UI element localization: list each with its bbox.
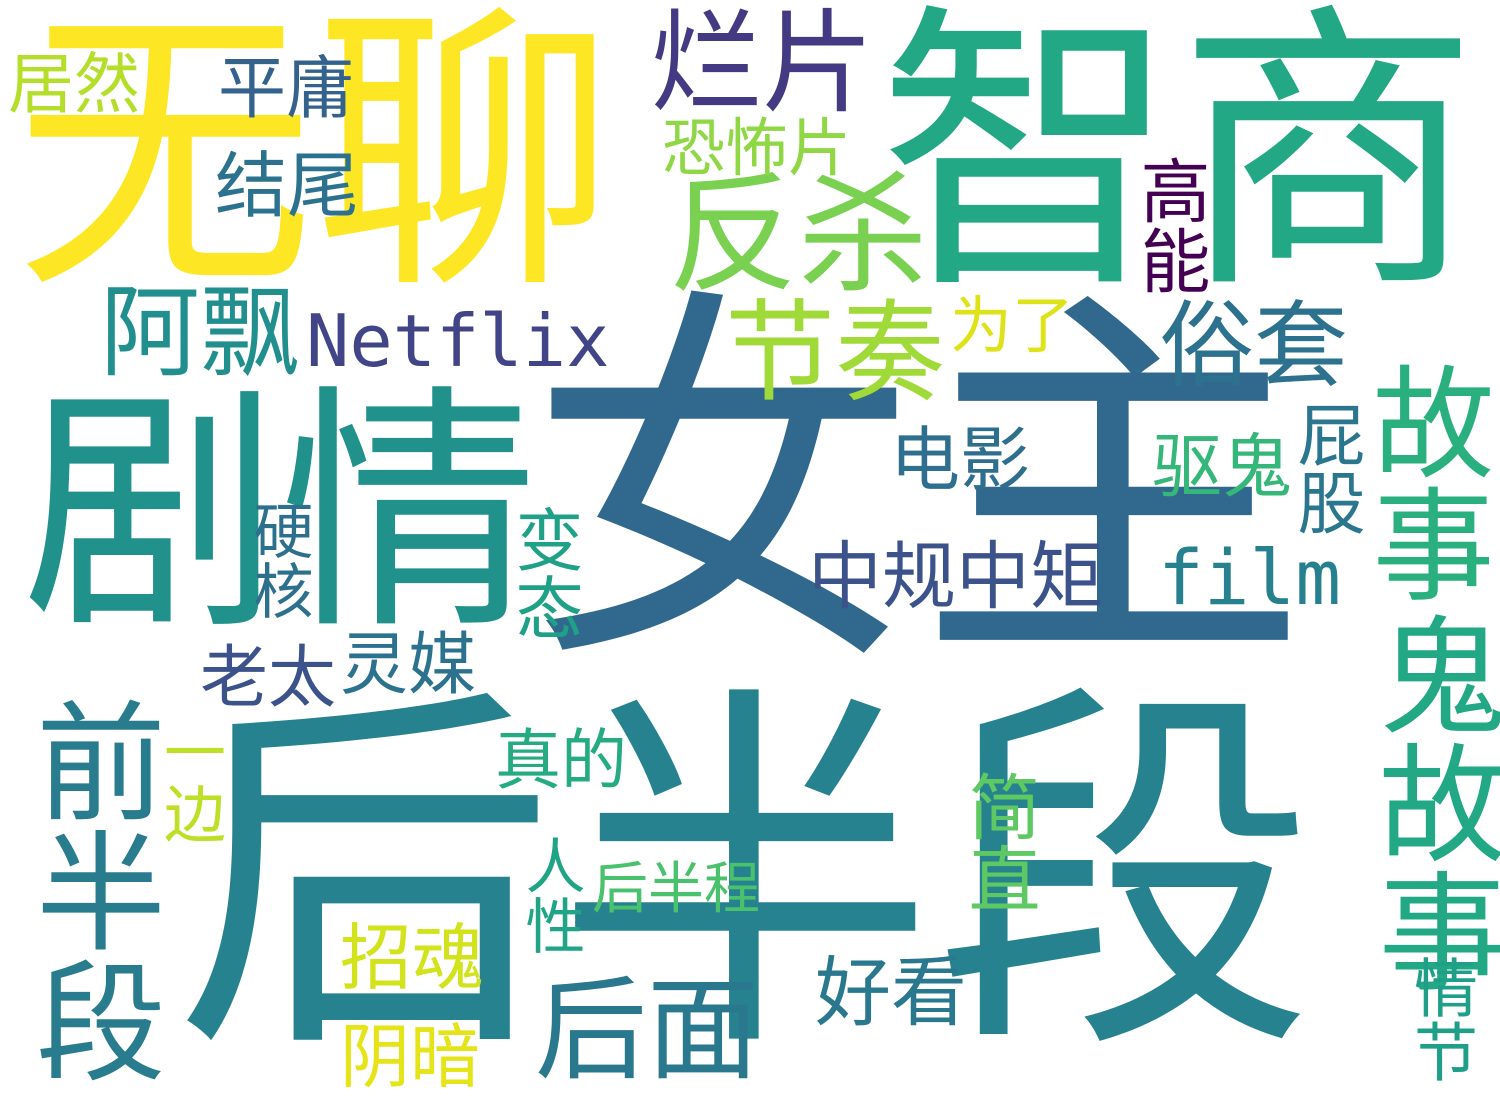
- word-juqing: 剧情: [22, 364, 538, 664]
- word-juran: 居然: [8, 46, 140, 123]
- word-yibian: 一边: [153, 720, 226, 844]
- word-lanpian: 烂片: [650, 0, 874, 129]
- word-film: film: [1158, 533, 1342, 622]
- word-dianying: 电影: [890, 419, 1030, 501]
- word-qugui: 驱鬼: [1152, 426, 1292, 508]
- word-zhende: 真的: [495, 722, 627, 799]
- word-haokan: 好看: [815, 948, 967, 1037]
- word-zhongguizhongju: 中规中矩: [808, 534, 1104, 620]
- word-zhishang: 智商: [878, 0, 1478, 329]
- word-lingmei: 灵媒: [340, 626, 477, 705]
- word-yinghe: 硬核: [243, 500, 313, 620]
- word-jiewei: 结尾: [215, 144, 360, 228]
- word-nvzhu: 女主: [528, 260, 1308, 714]
- word-sutao: 俗套: [1160, 292, 1349, 401]
- word-jianzhi: 简直: [956, 770, 1040, 914]
- word-apiao: 阿飘: [100, 274, 300, 391]
- word-houbancheng: 后半程: [592, 857, 760, 922]
- word-yinan: 阴暗: [340, 1016, 480, 1098]
- word-renxing: 人性: [515, 835, 585, 955]
- word-qianbanduan: 前半段: [14, 695, 166, 1085]
- word-qingjie: 情节: [1403, 955, 1477, 1083]
- word-zhaohun: 招魂: [340, 916, 485, 1000]
- word-jiezou: 节奏: [725, 289, 945, 417]
- word-weile: 为了: [950, 289, 1075, 362]
- word-pigu: 屁股: [1285, 400, 1364, 536]
- word-kongbupian: 恐怖片: [662, 112, 851, 185]
- word-wuliao: 无聊: [15, 0, 615, 329]
- word-guigushi: 鬼故事: [1356, 610, 1500, 994]
- word-gushi: 故事: [1352, 360, 1494, 604]
- word-houmian: 后面: [535, 966, 759, 1096]
- word-laotai: 老太: [200, 639, 337, 718]
- word-pingyong: 平庸: [218, 50, 355, 129]
- word-gaoneng: 高能: [1129, 155, 1211, 295]
- word-biantai: 变态: [503, 505, 582, 641]
- word-netflix: Netflix: [306, 299, 610, 383]
- word-fansha: 反杀: [668, 159, 929, 311]
- word-houbanduan: 后半段: [175, 656, 1315, 1099]
